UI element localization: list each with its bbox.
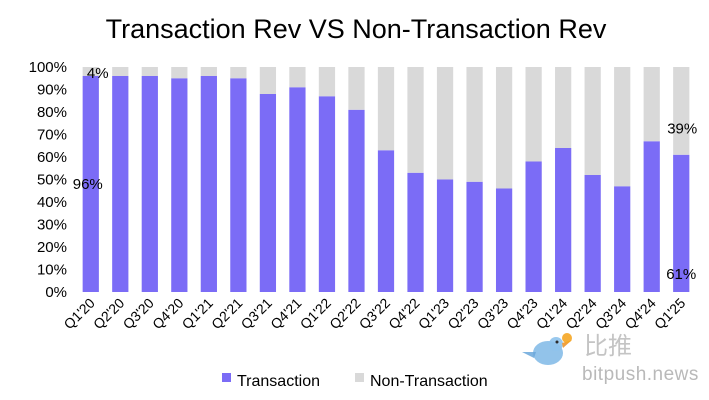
bar-transaction	[318, 96, 336, 292]
x-tick-label: Q1'25	[651, 295, 689, 333]
x-tick-label: Q1'22	[297, 295, 335, 333]
x-tick-label: Q4'22	[385, 295, 423, 333]
x-tick-label: Q1'21	[179, 295, 217, 333]
y-tick-label: 30%	[37, 217, 67, 234]
x-tick-label: Q3'24	[592, 295, 630, 333]
x-tick-label: Q2'22	[326, 295, 364, 333]
bird-logo-icon	[522, 333, 572, 365]
bar-non-transaction	[259, 67, 277, 94]
x-tick-label: Q3'23	[474, 295, 512, 333]
bar-transaction	[466, 181, 483, 292]
watermark-cn-text: 比推	[584, 333, 632, 360]
x-tick-label: Q3'22	[356, 295, 394, 333]
bar-transaction	[171, 78, 188, 292]
bar-non-transaction	[466, 67, 483, 182]
legend-label-transaction: Transaction	[237, 373, 320, 390]
data-labels-group: 4% 96% 39% 61%	[73, 65, 698, 283]
bar-non-transaction	[614, 67, 631, 187]
bar-transaction	[82, 76, 99, 292]
bar-transaction	[348, 109, 365, 292]
bar-transaction	[200, 76, 217, 292]
bar-non-transaction	[495, 67, 513, 189]
bar-transaction	[673, 154, 690, 292]
y-tick-label: 80%	[37, 104, 67, 121]
bar-non-transaction	[643, 67, 660, 142]
watermark: 比推 bitpush.news	[522, 333, 699, 385]
legend-swatch-non-transaction	[355, 373, 364, 382]
x-tick-label: Q4'23	[503, 295, 541, 333]
bar-transaction	[230, 78, 247, 292]
bar-non-transaction	[436, 67, 454, 180]
y-tick-label: 70%	[37, 127, 67, 144]
bar-transaction	[407, 172, 424, 292]
x-tick-label: Q4'20	[149, 295, 187, 333]
x-tick-label: Q2'20	[90, 295, 128, 333]
y-tick-label: 90%	[37, 82, 67, 99]
bar-transaction	[112, 76, 129, 292]
bar-transaction	[495, 188, 513, 292]
bar-non-transaction	[673, 67, 690, 155]
bar-transaction	[141, 76, 158, 292]
bar-non-transaction	[407, 67, 424, 173]
x-tick-label: Q2'24	[562, 295, 600, 333]
x-tick-label: Q1'24	[533, 295, 571, 333]
bar-transaction	[259, 94, 277, 292]
x-tick-label: Q3'21	[238, 295, 276, 333]
y-tick-label: 20%	[37, 239, 67, 256]
y-axis-ticks: 0% 10% 20% 30% 40% 50% 60% 70% 80% 90% 100%	[29, 59, 67, 301]
legend-label-non-transaction: Non-Transaction	[370, 373, 488, 390]
y-tick-label: 0%	[45, 284, 67, 301]
x-tick-label: Q4'21	[267, 295, 305, 333]
x-tick-label: Q1'23	[415, 295, 453, 333]
bar-non-transaction	[348, 67, 365, 110]
bar-non-transaction	[289, 67, 306, 88]
legend: Transaction Non-Transaction	[222, 373, 488, 390]
bar-non-transaction	[141, 67, 158, 76]
data-label: 39%	[667, 120, 697, 137]
y-tick-label: 100%	[29, 59, 67, 76]
x-tick-label: Q2'23	[444, 295, 482, 333]
bars-group	[82, 67, 690, 292]
bar-non-transaction	[112, 67, 129, 76]
data-label: 4%	[87, 65, 109, 82]
x-axis-ticks: Q1'20Q2'20Q3'20Q4'20Q1'21Q2'21Q3'21Q4'21…	[60, 295, 688, 333]
y-tick-label: 10%	[37, 262, 67, 279]
bar-non-transaction	[171, 67, 188, 79]
data-label: 61%	[666, 266, 696, 283]
chart-title: Transaction Rev VS Non-Transaction Rev	[106, 14, 607, 44]
x-tick-label: Q4'24	[621, 295, 659, 333]
data-label: 96%	[73, 176, 103, 193]
bar-non-transaction	[82, 67, 99, 76]
bar-non-transaction	[230, 67, 247, 79]
watermark-url-text: bitpush.news	[582, 364, 699, 385]
bar-non-transaction	[318, 67, 336, 97]
bar-transaction	[289, 87, 306, 292]
bar-transaction	[643, 141, 660, 292]
y-tick-label: 60%	[37, 149, 67, 166]
bar-transaction	[614, 186, 631, 292]
bar-non-transaction	[584, 67, 601, 175]
x-tick-label: Q2'21	[208, 295, 246, 333]
bar-transaction	[377, 150, 395, 292]
bar-transaction	[436, 179, 454, 292]
bar-non-transaction	[200, 67, 217, 76]
bar-transaction	[525, 161, 542, 292]
bar-non-transaction	[377, 67, 395, 151]
bar-transaction	[555, 148, 572, 292]
bar-non-transaction	[555, 67, 572, 148]
y-tick-label: 50%	[37, 172, 67, 189]
bar-transaction	[584, 175, 601, 292]
legend-swatch-transaction	[222, 373, 231, 382]
bar-non-transaction	[525, 67, 542, 162]
x-tick-label: Q3'20	[120, 295, 158, 333]
y-tick-label: 40%	[37, 194, 67, 211]
